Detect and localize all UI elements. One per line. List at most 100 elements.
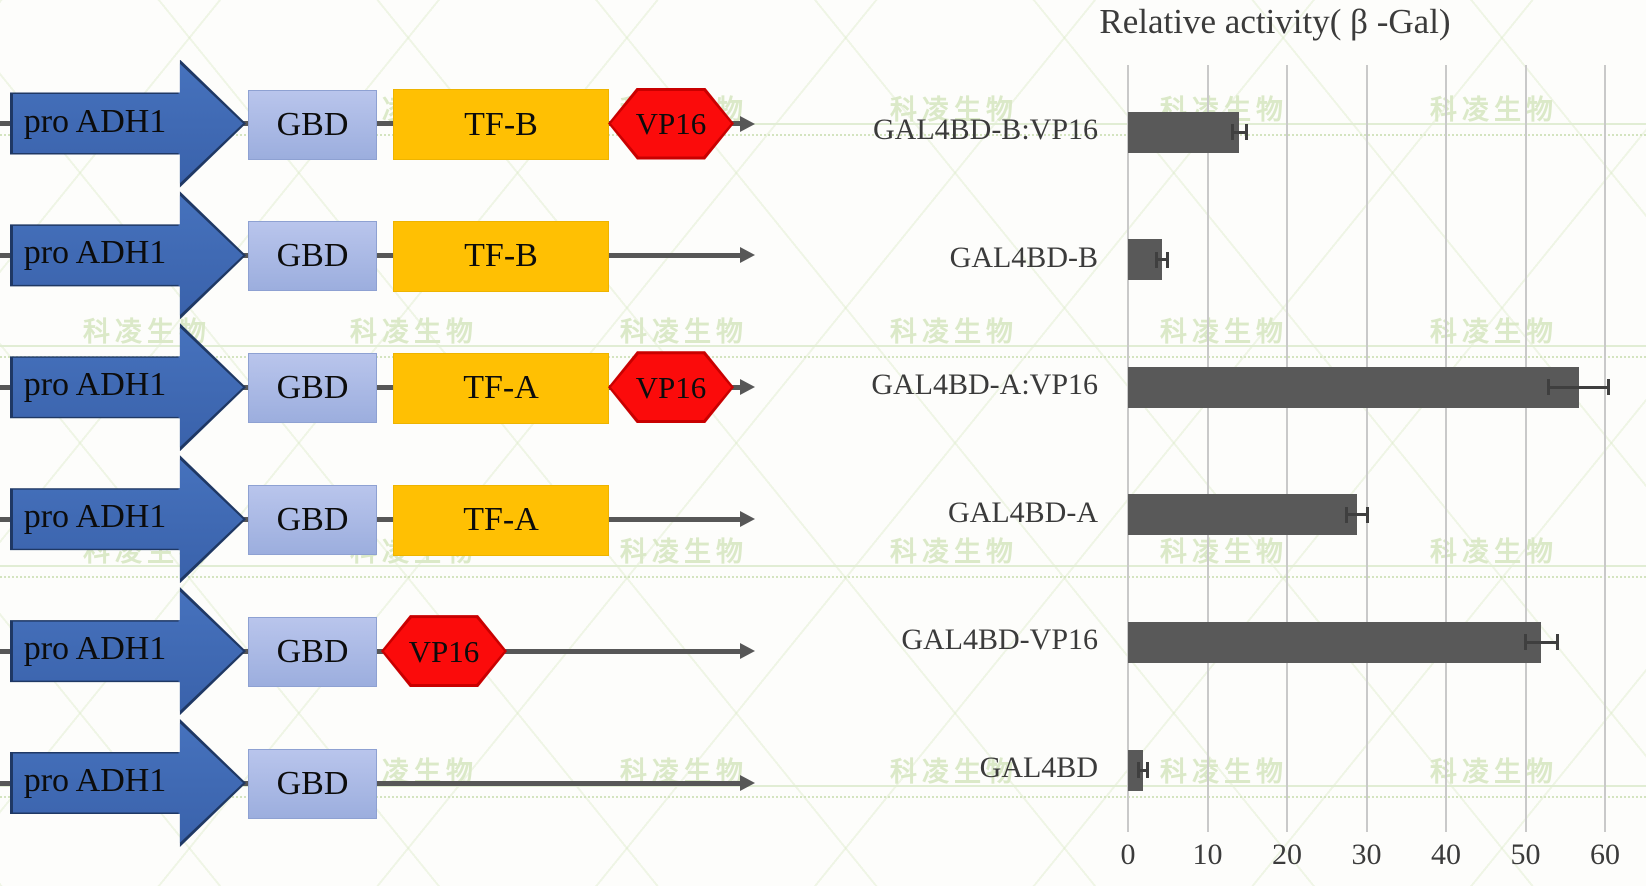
- backbone-arrowhead-icon: [740, 643, 755, 660]
- tf-label: TF-B: [464, 237, 538, 275]
- vp16-hexagon: VP16: [381, 615, 507, 688]
- promoter-label: pro ADH1: [23, 630, 167, 668]
- error-bar: [1139, 768, 1148, 772]
- vp16-hexagon: VP16: [608, 87, 734, 160]
- error-bar: [1526, 640, 1557, 644]
- x-axis-tick-label: 60: [1590, 838, 1620, 871]
- watermark-text: 科凌生物: [620, 317, 748, 347]
- x-gridline: [1286, 65, 1288, 832]
- error-bar-cap: [1547, 379, 1551, 396]
- gbd-box: GBD: [248, 617, 377, 688]
- bar: [1128, 111, 1240, 153]
- vp16-hexagon-fill: [611, 90, 731, 157]
- vp16-label: VP16: [408, 633, 480, 669]
- error-bar: [1347, 513, 1367, 517]
- error-bar-cap: [1244, 124, 1248, 140]
- watermark-band: [0, 565, 1646, 578]
- x-gridline: [1604, 65, 1606, 832]
- x-gridline: [1127, 65, 1129, 832]
- watermark-text: 科凌生物: [890, 757, 1018, 787]
- gbd-label: GBD: [276, 369, 349, 407]
- watermark-text: 科凌生物: [1160, 317, 1288, 347]
- x-gridline: [1524, 65, 1527, 832]
- tf-label: TF-B: [464, 105, 538, 143]
- watermark-text: 科凌生物: [620, 537, 748, 567]
- gbd-box: GBD: [248, 221, 377, 292]
- watermark-text: 科凌生物: [350, 317, 478, 347]
- x-axis-tick-label: 20: [1272, 838, 1302, 871]
- bar: [1128, 621, 1542, 663]
- error-bar-cap: [1146, 762, 1150, 778]
- backbone-arrowhead-icon: [740, 379, 755, 396]
- category-label: GAL4BD-B:VP16: [872, 113, 1098, 146]
- watermark-text: 科凌生物: [890, 537, 1018, 567]
- gbd-label: GBD: [276, 501, 349, 539]
- gbd-box: GBD: [248, 353, 377, 424]
- gbd-box: GBD: [248, 749, 377, 819]
- promoter-label: pro ADH1: [23, 234, 167, 272]
- vp16-label: VP16: [635, 369, 707, 405]
- promoter-label: pro ADH1: [23, 762, 167, 799]
- watermark-text: 科凌生物: [1160, 537, 1288, 567]
- category-label: GAL4BD-VP16: [901, 623, 1098, 657]
- backbone-arrowhead-icon: [740, 247, 755, 264]
- watermark-band: [0, 345, 1646, 358]
- watermark-text: 科凌生物: [1160, 757, 1288, 787]
- promoter-label: pro ADH1: [23, 498, 167, 536]
- vp16-hexagon-fill: [384, 618, 504, 685]
- promoter-label: pro ADH1: [23, 102, 167, 140]
- watermark-text: 科凌生物: [890, 317, 1018, 347]
- gbd-label: GBD: [276, 633, 349, 671]
- watermark-text: 科凌生物: [1430, 317, 1558, 347]
- error-bar-cap: [1155, 251, 1159, 268]
- chart-title: Relative activity( β -Gal): [1099, 2, 1451, 41]
- error-bar-cap: [1345, 506, 1349, 523]
- tf-label: TF-A: [463, 369, 539, 407]
- tf-label: TF-A: [463, 501, 539, 539]
- x-gridline: [1445, 65, 1447, 832]
- bar: [1128, 494, 1357, 536]
- tf-box: TF-A: [393, 352, 609, 424]
- watermark-text: 科凌生物: [890, 95, 1018, 125]
- error-bar-cap: [1137, 762, 1141, 778]
- x-axis-tick-label: 40: [1431, 838, 1461, 871]
- category-label: GAL4BD-A:VP16: [871, 368, 1098, 402]
- watermark-text: 科凌生物: [1430, 95, 1558, 125]
- x-gridline: [1206, 65, 1209, 832]
- x-axis-tick-label: 10: [1192, 838, 1223, 871]
- category-label: GAL4BD: [979, 751, 1098, 784]
- error-bar: [1549, 385, 1609, 389]
- watermark-text: 科凌生物: [1430, 537, 1558, 567]
- vp16-hexagon: VP16: [608, 351, 734, 424]
- category-label: GAL4BD-A: [948, 495, 1098, 529]
- error-bar-cap: [1230, 124, 1234, 140]
- tf-box: TF-A: [393, 484, 609, 556]
- x-axis-tick-label: 50: [1510, 838, 1541, 871]
- watermark-band: [0, 785, 1646, 798]
- error-bar-cap: [1607, 379, 1611, 396]
- promoter-label: pro ADH1: [23, 366, 167, 404]
- error-bar: [1157, 258, 1167, 262]
- error-bar-cap: [1524, 634, 1528, 651]
- watermark-text: 科凌生物: [1430, 757, 1558, 787]
- bar: [1128, 749, 1144, 791]
- error-bar-cap: [1165, 251, 1169, 268]
- gbd-box: GBD: [248, 89, 377, 160]
- gbd-box: GBD: [248, 485, 377, 556]
- backbone-arrowhead-icon: [740, 775, 755, 791]
- error-bar-cap: [1555, 634, 1559, 651]
- x-axis-tick-label: 0: [1120, 838, 1136, 871]
- x-axis-tick-label: 30: [1351, 838, 1382, 871]
- bar: [1128, 366, 1579, 408]
- backbone-arrowhead-icon: [740, 511, 755, 528]
- gbd-label: GBD: [276, 237, 349, 275]
- category-label: GAL4BD-B: [949, 240, 1098, 274]
- vp16-label: VP16: [635, 106, 707, 141]
- error-bar: [1232, 130, 1246, 134]
- gbd-label: GBD: [276, 105, 349, 143]
- watermark-band: [0, 123, 1646, 136]
- error-bar-cap: [1365, 506, 1369, 523]
- gbd-label: GBD: [276, 765, 349, 802]
- backbone-arrowhead-icon: [740, 115, 755, 132]
- tf-box: TF-B: [393, 89, 609, 160]
